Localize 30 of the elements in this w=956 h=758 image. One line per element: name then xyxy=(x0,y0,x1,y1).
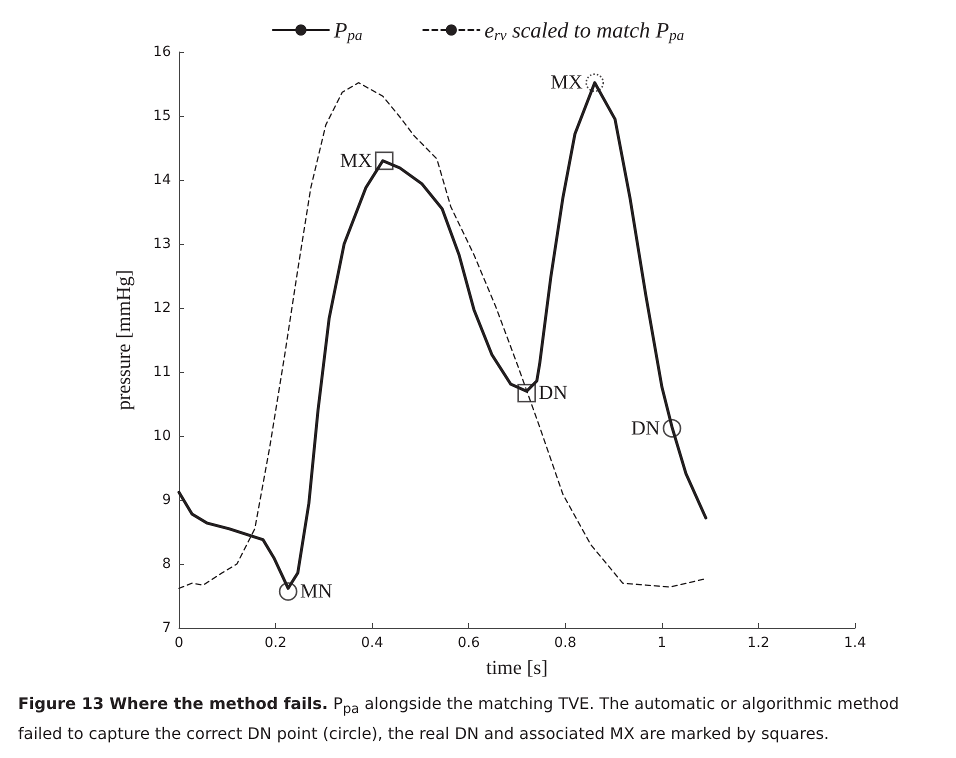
x-tick-label: 1 xyxy=(657,635,666,651)
x-tick-label: 0 xyxy=(174,635,184,651)
point xyxy=(662,419,682,438)
y-tick-label: 8 xyxy=(162,556,171,572)
annotation: DN xyxy=(631,417,660,440)
annotation: MN xyxy=(300,580,332,603)
y-tick-label: 13 xyxy=(153,236,171,252)
caption: Figure 13 Where the method fails. P$_{pa}$ alongside the matching TVE. The automatic or algorithmic method failed to capture the correct DN point (circle), the real DN and associated MX are marked by squares. xyxy=(18,694,900,744)
x-axis-title: time [s] xyxy=(486,657,548,679)
x-tick-label: 0.8 xyxy=(554,635,576,651)
point xyxy=(278,582,298,601)
y-tick-label: 11 xyxy=(153,364,171,380)
y-tick-label: 7 xyxy=(162,620,171,636)
x-tick-label: 0.2 xyxy=(264,635,287,651)
annotation: MX xyxy=(340,150,373,172)
x-tick-label: 1.2 xyxy=(747,635,770,651)
y-tick-label: 14 xyxy=(153,172,172,188)
x-tick-label: 0.4 xyxy=(361,635,384,651)
y-tick-label: 10 xyxy=(153,428,171,444)
y-tick-label: 12 xyxy=(153,300,171,316)
point xyxy=(374,152,394,170)
y-tick-label: 9 xyxy=(162,492,171,508)
point xyxy=(517,384,536,402)
y-tick-label: 16 xyxy=(153,44,172,60)
x-tick-label: 1.4 xyxy=(844,635,866,651)
y-axis-title: pressure [mmHg] xyxy=(113,270,135,410)
annotation: MX xyxy=(550,72,584,94)
y-tick-label: 15 xyxy=(153,108,171,124)
annotation: DN xyxy=(538,382,568,404)
x-tick-label: 0.6 xyxy=(458,635,480,651)
